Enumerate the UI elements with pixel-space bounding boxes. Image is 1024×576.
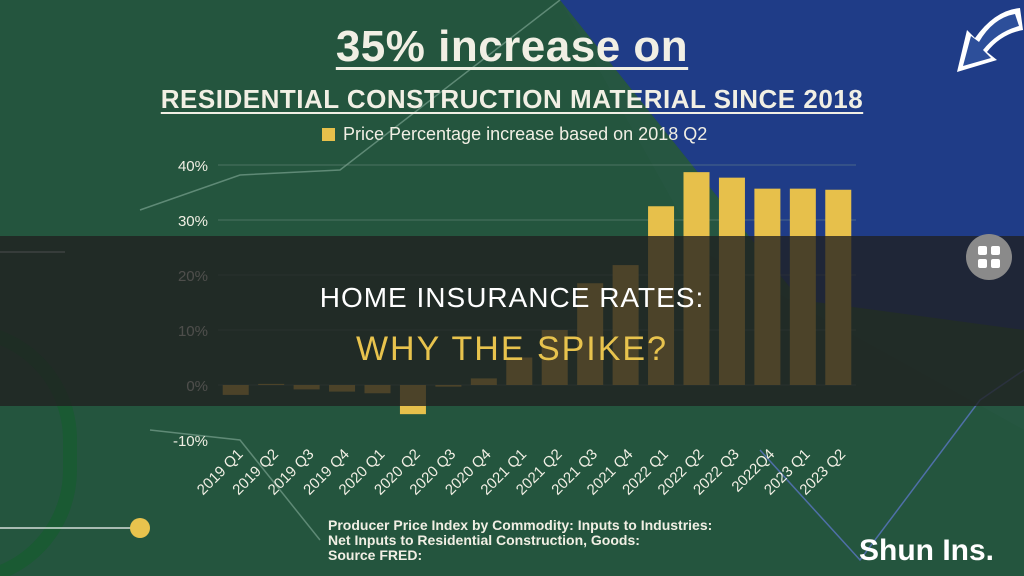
y-tick-label: 30% — [178, 213, 208, 230]
banner-headline: HOME INSURANCE RATES: — [319, 282, 705, 313]
y-tick-label: 40% — [178, 158, 208, 175]
source-line-2: Net Inputs to Residential Construction, … — [328, 532, 640, 548]
source-note: Producer Price Index by Commodity: Input… — [328, 518, 712, 563]
chart-title: 35% increase on — [335, 22, 689, 71]
title-banner — [0, 236, 1024, 406]
legend-label: Price Percentage increase based on 2018 … — [343, 124, 708, 144]
source-line-1: Producer Price Index by Commodity: Input… — [328, 517, 713, 533]
chart-legend: Price Percentage increase based on 2018 … — [322, 124, 707, 145]
legend-swatch — [322, 128, 335, 141]
brand-logo: Shun Ins. — [859, 534, 994, 567]
grid-menu-icon[interactable] — [966, 234, 1012, 280]
banner-subheadline: WHY THE SPIKE? — [355, 330, 669, 368]
curved-arrow-icon — [957, 8, 1023, 72]
source-line-3: Source FRED: — [328, 547, 423, 563]
y-tick-label: -10% — [173, 433, 208, 450]
chart-subtitle: RESIDENTIAL CONSTRUCTION MATERIAL SINCE … — [160, 84, 864, 114]
